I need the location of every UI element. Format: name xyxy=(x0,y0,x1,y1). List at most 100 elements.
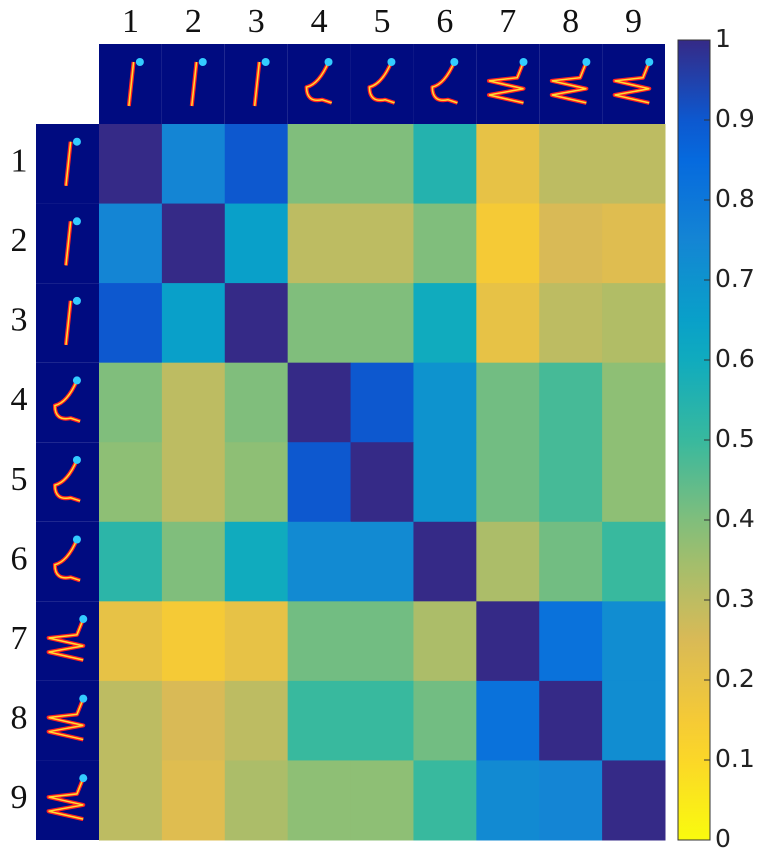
colorbar-tick-label: 0.8 xyxy=(715,184,755,213)
colorbar-tick-label: 1 xyxy=(715,24,731,53)
heatmap-cell xyxy=(539,601,603,682)
heatmap-cell xyxy=(539,362,603,443)
heatmap-cell xyxy=(602,124,666,205)
x-tick-label: 8 xyxy=(562,3,579,40)
heatmap-cell xyxy=(161,203,226,284)
left-thumbnail-tip xyxy=(79,774,88,783)
colorbar-tick-label: 0.2 xyxy=(715,664,755,693)
left-thumbnail-core xyxy=(65,300,72,346)
top-thumbnail-tip xyxy=(387,57,396,66)
heatmap-cell xyxy=(99,521,163,602)
heatmap-cell xyxy=(224,521,289,602)
heatmap-cell xyxy=(161,601,226,682)
heatmap-cell xyxy=(224,601,289,682)
top-thumbnail-tip xyxy=(324,57,333,66)
heatmap-cell xyxy=(413,283,477,364)
heatmap-cell xyxy=(287,601,352,682)
heatmap-cell xyxy=(350,521,414,602)
heatmap-cell xyxy=(602,362,666,443)
heatmap-cell xyxy=(413,601,477,682)
heatmap-cell xyxy=(224,442,289,523)
heatmap-cell xyxy=(161,124,226,205)
heatmap-cell xyxy=(476,521,540,602)
heatmap-cell xyxy=(476,362,540,443)
y-tick-label: 3 xyxy=(11,302,28,339)
heatmap-cell xyxy=(224,760,289,841)
heatmap-cell xyxy=(287,283,352,364)
heatmap-cell xyxy=(161,283,226,364)
top-thumbnail xyxy=(287,44,351,124)
heatmap-cell xyxy=(224,124,289,205)
top-thumbnail-core xyxy=(551,61,588,104)
heatmap-cell xyxy=(224,362,289,443)
heatmap-cell xyxy=(476,442,540,523)
left-thumbnail-tip xyxy=(72,137,81,146)
y-tick-label: 9 xyxy=(11,779,28,816)
top-thumbnail xyxy=(350,44,414,124)
colorbar-tick-label: 0.5 xyxy=(715,424,755,453)
colorbar-tick-label: 0.9 xyxy=(715,104,755,133)
heatmap-cell xyxy=(99,124,163,205)
heatmap-cell xyxy=(539,442,603,523)
top-thumbnail-core xyxy=(488,61,525,104)
heatmap-cell xyxy=(476,203,540,284)
left-thumbnail xyxy=(36,521,99,602)
heatmap-cell xyxy=(539,283,603,364)
y-tick-label: 6 xyxy=(11,540,28,577)
heatmap-cell xyxy=(476,601,540,682)
heatmap-cell xyxy=(99,680,163,761)
heatmap-cell xyxy=(287,521,352,602)
heatmap-cell xyxy=(99,283,163,364)
top-thumbnail-tip xyxy=(261,57,270,66)
y-tick-label: 4 xyxy=(11,381,28,418)
colorbar-tick-label: 0.6 xyxy=(715,344,755,373)
top-thumbnail-tip xyxy=(198,57,207,66)
heatmap-cell xyxy=(476,760,540,841)
heatmap-cell xyxy=(287,203,352,284)
heatmap-cell xyxy=(476,680,540,761)
heatmap-cell xyxy=(602,283,666,364)
x-tick-label: 7 xyxy=(499,3,516,40)
heatmap-cell xyxy=(413,521,477,602)
heatmap-cell xyxy=(287,362,352,443)
top-thumbnail-core xyxy=(128,61,135,107)
colorbar-tick-label: 0.7 xyxy=(715,264,755,293)
heatmap-cell xyxy=(539,124,603,205)
left-thumbnail-tip xyxy=(72,296,81,305)
left-thumbnail-core xyxy=(48,698,84,741)
heatmap-cell xyxy=(224,680,289,761)
heatmap-cell xyxy=(413,203,477,284)
top-thumbnail-core xyxy=(614,61,650,104)
top-thumbnail-core xyxy=(368,61,395,104)
heatmap-cell xyxy=(161,680,226,761)
heatmap-cell xyxy=(413,362,477,443)
colorbar-tick-label: 0.3 xyxy=(715,584,755,613)
colorbar-tick-label: 0.1 xyxy=(715,744,755,773)
heatmap-cell xyxy=(161,362,226,443)
left-thumbnail-core xyxy=(65,221,72,266)
top-thumbnail-tip xyxy=(519,57,528,66)
heatmap-cell xyxy=(539,760,603,841)
heatmap-cell xyxy=(287,442,352,523)
top-thumbnail-core xyxy=(431,61,458,104)
left-thumbnail-tip xyxy=(72,217,81,226)
top-thumbnail-tip xyxy=(582,57,591,66)
heatmap-cell xyxy=(287,124,352,205)
heatmap-cell xyxy=(350,124,414,205)
heatmap-cell xyxy=(602,442,666,523)
top-thumbnail-core xyxy=(191,61,198,107)
top-thumbnail-tip xyxy=(450,57,459,66)
left-thumbnail xyxy=(36,442,99,522)
heatmap-cell xyxy=(287,760,352,841)
left-thumbnail-core xyxy=(54,539,81,582)
top-thumbnail-core xyxy=(305,61,332,104)
x-tick-label: 9 xyxy=(625,3,642,40)
heatmap-cell xyxy=(539,680,603,761)
top-thumbnail xyxy=(413,44,477,124)
heatmap-cell xyxy=(476,124,540,205)
heatmap-cell xyxy=(413,760,477,841)
x-tick-label: 4 xyxy=(311,3,328,40)
left-thumbnail-tip xyxy=(72,455,81,464)
heatmap-cell xyxy=(413,442,477,523)
